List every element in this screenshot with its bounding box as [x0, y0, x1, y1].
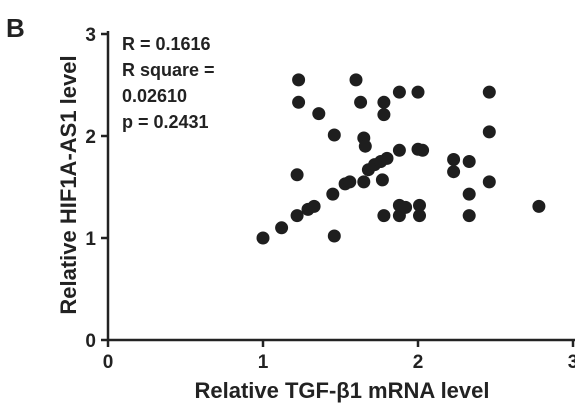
data-point: [462, 187, 476, 201]
stat-p: p = 0.2431: [122, 112, 209, 132]
data-point: [532, 199, 546, 213]
data-point: [413, 198, 426, 212]
data-point: [375, 173, 389, 187]
stat-r-square-label: R square =: [122, 60, 215, 80]
data-point: [413, 209, 426, 223]
stat-r-square-value: 0.02610: [122, 86, 187, 106]
data-point: [307, 199, 321, 213]
panel-label: B: [6, 13, 25, 43]
data-point: [447, 165, 461, 179]
data-point: [343, 175, 357, 189]
data-point: [482, 85, 496, 99]
data-point: [462, 155, 476, 168]
data-point: [462, 209, 476, 223]
x-tick-label: 1: [258, 352, 269, 373]
data-point: [256, 231, 270, 245]
y-tick-label: 0: [85, 331, 96, 352]
data-point: [377, 209, 391, 223]
data-point: [327, 229, 341, 243]
data-point: [377, 95, 391, 109]
y-tick-label: 2: [85, 127, 96, 148]
data-point: [358, 139, 372, 153]
data-point: [290, 168, 304, 182]
y-tick-label: 1: [85, 229, 96, 250]
data-point: [326, 187, 340, 201]
y-tick-label: 3: [85, 25, 96, 46]
stats-annotation: R = 0.1616 R square = 0.02610 p = 0.2431: [122, 34, 215, 132]
data-point: [377, 108, 391, 122]
data-point: [392, 143, 406, 157]
x-tick-label: 3: [568, 352, 575, 373]
data-point: [357, 175, 371, 189]
stat-r: R = 0.1616: [122, 34, 211, 54]
data-point: [354, 95, 368, 109]
y-axis-title: Relative HIF1A-AS1 level: [56, 55, 81, 314]
data-point: [482, 125, 496, 139]
data-point: [416, 143, 430, 157]
x-tick-label: 0: [103, 352, 114, 373]
data-point: [380, 151, 394, 165]
data-point: [447, 153, 461, 166]
data-points: [256, 73, 546, 245]
data-point: [312, 107, 326, 121]
data-point: [292, 73, 306, 87]
data-point: [399, 200, 413, 214]
data-point: [392, 85, 406, 99]
data-point: [275, 221, 289, 235]
axis-ticks: 0 1 2 3 0 1 2 3: [85, 25, 575, 373]
data-point: [290, 209, 304, 223]
data-point: [292, 95, 306, 109]
data-point: [411, 85, 425, 99]
x-axis-title: Relative TGF-β1 mRNA level: [194, 378, 489, 403]
x-tick-label: 2: [413, 352, 424, 373]
data-point: [327, 128, 341, 142]
data-point: [349, 73, 363, 87]
data-point: [482, 175, 496, 189]
